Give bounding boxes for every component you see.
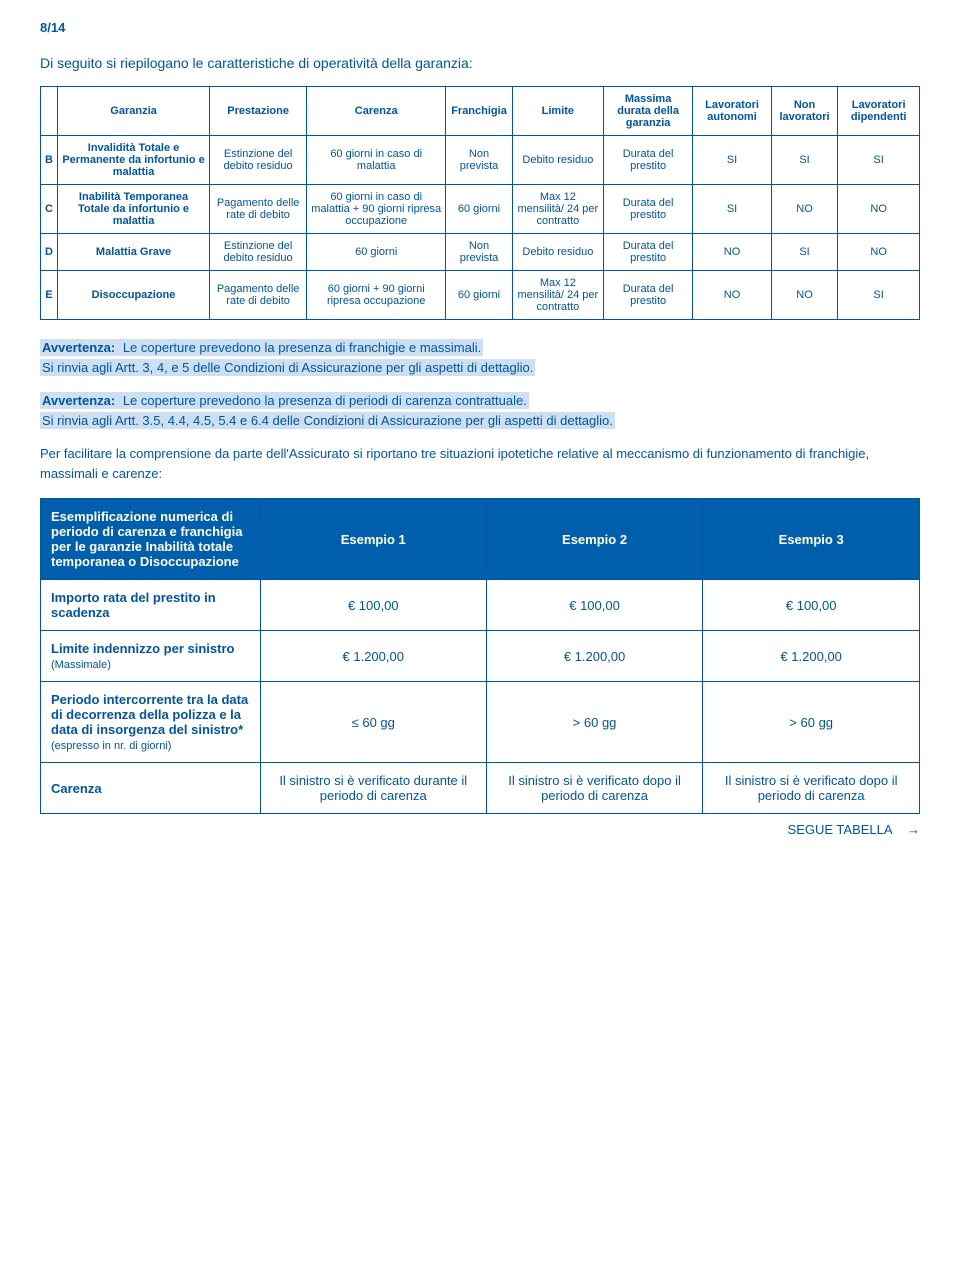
table-cell: SI (838, 136, 920, 185)
row-label: Importo rata del prestito in scadenza (41, 580, 261, 631)
table-cell: Il sinistro si è verificato dopo il peri… (703, 763, 920, 814)
table-cell: 60 giorni (446, 185, 512, 234)
table-cell: Durata del prestito (603, 136, 692, 185)
ex-col-3: Esempio 3 (703, 499, 920, 580)
table-cell: B (41, 136, 58, 185)
table-cell: Il sinistro si è verificato durante il p… (260, 763, 486, 814)
th-autonomi: Lavoratori autonomi (693, 87, 772, 136)
table-row: Periodo intercorrente tra la data di dec… (41, 682, 920, 763)
table-cell: € 1.200,00 (260, 631, 486, 682)
warning-label: Avvertenza: (40, 392, 117, 409)
table-cell: Pagamento delle rate di debito (210, 185, 307, 234)
ex-col-1: Esempio 1 (260, 499, 486, 580)
table-cell: Durata del prestito (603, 271, 692, 320)
warning-ref: Si rinvia agli Artt. 3, 4, e 5 delle Con… (40, 359, 535, 376)
table-cell: NO (771, 185, 837, 234)
table-cell: € 100,00 (703, 580, 920, 631)
table-cell: NO (838, 185, 920, 234)
table-cell: Non prevista (446, 136, 512, 185)
table-cell: Debito residuo (512, 234, 603, 271)
explanation-text: Per facilitare la comprensione da parte … (40, 444, 920, 483)
th-garanzia: Garanzia (57, 87, 209, 136)
table-cell: E (41, 271, 58, 320)
warning-text: Le coperture prevedono la presenza di fr… (117, 339, 483, 356)
table-cell: NO (693, 271, 772, 320)
guarantee-table: Garanzia Prestazione Carenza Franchigia … (40, 86, 920, 320)
intro-text: Di seguito si riepilogano le caratterist… (40, 55, 920, 71)
follow-text: SEGUE TABELLA (788, 822, 893, 837)
table-cell: Pagamento delle rate di debito (210, 271, 307, 320)
table-cell: 60 giorni in caso di malattia (307, 136, 446, 185)
table-cell: Disoccupazione (57, 271, 209, 320)
table-cell: € 100,00 (486, 580, 703, 631)
th-franchigia: Franchigia (446, 87, 512, 136)
warning-label: Avvertenza: (40, 339, 117, 356)
table-cell: ≤ 60 gg (260, 682, 486, 763)
table-row: Importo rata del prestito in scadenza€ 1… (41, 580, 920, 631)
table-header-row: Garanzia Prestazione Carenza Franchigia … (41, 87, 920, 136)
table-cell: Estinzione del debito residuo (210, 234, 307, 271)
th-blank (41, 87, 58, 136)
examples-table: Esemplificazione numerica di periodo di … (40, 498, 920, 814)
table-cell: Malattia Grave (57, 234, 209, 271)
page-number: 8/14 (40, 20, 920, 35)
table-cell: Durata del prestito (603, 185, 692, 234)
warning-text: Le coperture prevedono la presenza di pe… (117, 392, 529, 409)
th-carenza: Carenza (307, 87, 446, 136)
table-cell: NO (838, 234, 920, 271)
th-dipendenti: Lavoratori dipendenti (838, 87, 920, 136)
table-cell: Debito residuo (512, 136, 603, 185)
th-nonlav: Non lavoratori (771, 87, 837, 136)
table-cell: NO (771, 271, 837, 320)
row-label: Limite indennizzo per sinistro(Massimale… (41, 631, 261, 682)
table-cell: NO (693, 234, 772, 271)
table-cell: 60 giorni (307, 234, 446, 271)
table-cell: 60 giorni + 90 giorni ripresa occupazion… (307, 271, 446, 320)
table-cell: Durata del prestito (603, 234, 692, 271)
warnings-block: Avvertenza: Le coperture prevedono la pr… (40, 338, 920, 483)
row-label: Carenza (41, 763, 261, 814)
table-row: DMalattia GraveEstinzione del debito res… (41, 234, 920, 271)
table-row: Limite indennizzo per sinistro(Massimale… (41, 631, 920, 682)
table-cell: Non prevista (446, 234, 512, 271)
table-cell: Max 12 mensilità/ 24 per contratto (512, 271, 603, 320)
ex-col-2: Esempio 2 (486, 499, 703, 580)
follow-note: SEGUE TABELLA → (40, 822, 920, 837)
table-cell: Il sinistro si è verificato dopo il peri… (486, 763, 703, 814)
row-label: Periodo intercorrente tra la data di dec… (41, 682, 261, 763)
ex-header-row: Esemplificazione numerica di periodo di … (41, 499, 920, 580)
table-cell: C (41, 185, 58, 234)
table-cell: > 60 gg (486, 682, 703, 763)
arrow-right-icon: → (907, 822, 920, 837)
table-cell: € 1.200,00 (703, 631, 920, 682)
table-row: BInvalidità Totale e Permanente da infor… (41, 136, 920, 185)
table-cell: Estinzione del debito residuo (210, 136, 307, 185)
table-cell: Max 12 mensilità/ 24 per contratto (512, 185, 603, 234)
table-cell: SI (838, 271, 920, 320)
table-row: CInabilità Temporanea Totale da infortun… (41, 185, 920, 234)
table-cell: SI (771, 136, 837, 185)
ex-header-label: Esemplificazione numerica di periodo di … (41, 499, 261, 580)
table-row: EDisoccupazionePagamento delle rate di d… (41, 271, 920, 320)
table-cell: € 100,00 (260, 580, 486, 631)
table-cell: SI (693, 136, 772, 185)
th-prestazione: Prestazione (210, 87, 307, 136)
table-cell: 60 giorni (446, 271, 512, 320)
table-cell: > 60 gg (703, 682, 920, 763)
table-cell: Inabilità Temporanea Totale da infortuni… (57, 185, 209, 234)
table-cell: SI (693, 185, 772, 234)
table-row: CarenzaIl sinistro si è verificato duran… (41, 763, 920, 814)
table-cell: 60 giorni in caso di malattia + 90 giorn… (307, 185, 446, 234)
table-cell: SI (771, 234, 837, 271)
th-limite: Limite (512, 87, 603, 136)
table-cell: Invalidità Totale e Permanente da infort… (57, 136, 209, 185)
table-cell: D (41, 234, 58, 271)
table-cell: € 1.200,00 (486, 631, 703, 682)
th-massima: Massima durata della garanzia (603, 87, 692, 136)
warning-ref: Si rinvia agli Artt. 3.5, 4.4, 4.5, 5.4 … (40, 412, 615, 429)
